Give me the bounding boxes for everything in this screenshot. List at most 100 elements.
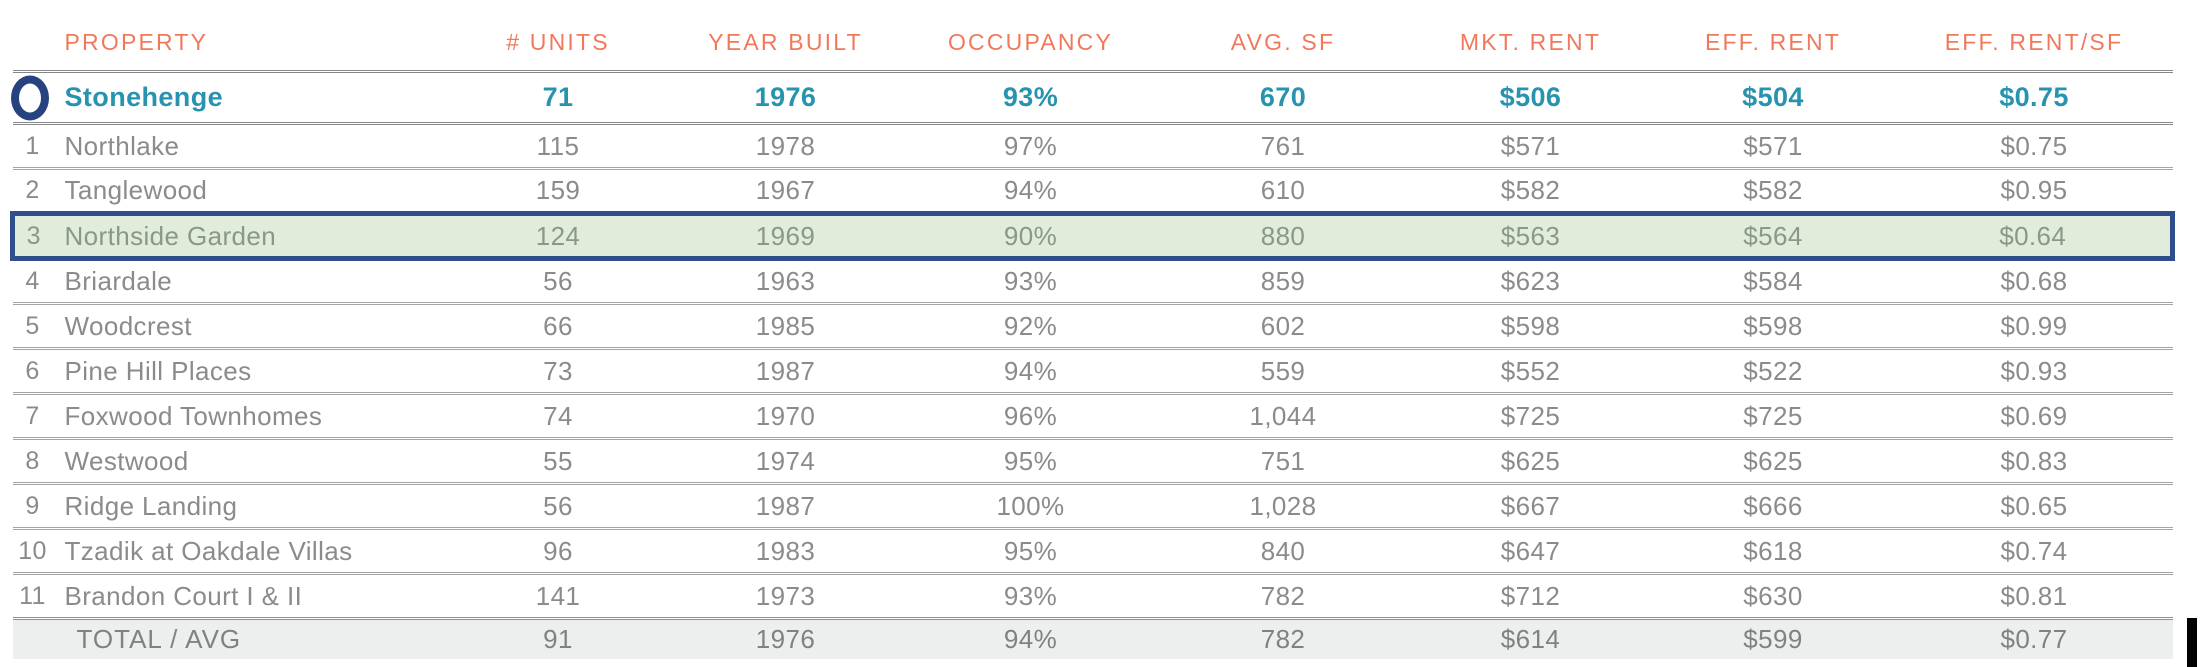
eff-rent-cell: $599 [1650, 618, 1896, 659]
eff-rent-sf-cell: $0.95 [2000, 175, 2068, 205]
table-row[interactable]: 2 Tanglewood 159 1967 94% 610 $582 $582 … [12, 168, 2173, 214]
table-row[interactable]: 1 Northlake 115 1978 97% 761 $571 $571 $… [12, 123, 2173, 169]
rank-cell [12, 618, 53, 659]
occupancy-cell: 94% [905, 618, 1156, 659]
occupancy-cell: 96% [1003, 400, 1058, 431]
property-cell: Westwood [64, 445, 189, 476]
header-mkt-rent: MKT. RENT [1459, 29, 1602, 55]
mkt-rent-cell: $667 [1500, 490, 1561, 521]
eff-rent-sf-cell: $0.75 [1999, 82, 2069, 112]
subject-marker-cell [10, 72, 53, 124]
mkt-rent-cell: $725 [1500, 400, 1561, 431]
occupancy-cell: 93% [1003, 580, 1058, 611]
eff-rent-cell: $504 [1742, 82, 1804, 112]
avg-sf-cell: 782 [1155, 618, 1411, 659]
eff-rent-cell: $522 [1743, 355, 1803, 386]
avg-sf-cell: 670 [1259, 82, 1307, 112]
units-cell: 141 [535, 580, 581, 611]
year-built-cell: 1967 [755, 175, 816, 205]
table-footer: TOTAL / AVG 91 1976 94% 782 $614 $599 $0… [12, 618, 2173, 659]
header-occupancy: OCCUPANCY [947, 29, 1114, 55]
table-row[interactable]: 10 Tzadik at Oakdale Villas 96 1983 95% … [12, 528, 2173, 574]
avg-sf-cell: 1,028 [1249, 490, 1317, 521]
text-cursor-artifact [2187, 618, 2197, 667]
rank-cell: 6 [25, 356, 40, 385]
avg-sf-cell: 761 [1260, 130, 1306, 161]
rank-cell: 1 [25, 131, 40, 160]
header-eff-rent: EFF. RENT [1704, 29, 1842, 55]
units-cell: 56 [543, 266, 573, 296]
table-row[interactable]: 7 Foxwood Townhomes 74 1970 96% 1,044 $7… [12, 393, 2173, 439]
mkt-rent-cell: $571 [1500, 130, 1561, 161]
table-row[interactable]: 8 Westwood 55 1974 95% 751 $625 $625 $0.… [12, 438, 2173, 484]
property-cell: Woodcrest [64, 310, 192, 341]
eff-rent-sf-cell: $0.75 [2000, 130, 2068, 161]
avg-sf-cell: 610 [1260, 175, 1306, 205]
mkt-rent-cell: $625 [1500, 445, 1561, 476]
year-built-cell: 1963 [755, 266, 816, 296]
eff-rent-sf-cell: $0.74 [2000, 535, 2068, 566]
occupancy-cell: 100% [996, 490, 1065, 521]
rank-cell: 8 [25, 446, 40, 475]
units-cell: 91 [450, 618, 666, 659]
mkt-rent-cell: $582 [1500, 175, 1561, 205]
property-cell: Tanglewood [64, 175, 208, 205]
table-row[interactable]: 4 Briardale 56 1963 93% 859 $623 $584 $0… [12, 258, 2173, 304]
eff-rent-cell: $582 [1743, 175, 1803, 205]
eff-rent-cell: $618 [1743, 535, 1803, 566]
avg-sf-cell: 751 [1260, 445, 1306, 476]
eff-rent-sf-cell: $0.99 [2000, 310, 2068, 341]
header-avg-sf: AVG. SF [1230, 29, 1336, 55]
total-row: TOTAL / AVG 91 1976 94% 782 $614 $599 $0… [12, 618, 2173, 659]
eff-rent-sf-cell: $0.83 [2000, 445, 2068, 476]
header-units: # UNITS [506, 29, 610, 55]
eff-rent-cell: $625 [1743, 445, 1803, 476]
table-row[interactable]: 9 Ridge Landing 56 1987 100% 1,028 $667 … [12, 483, 2173, 529]
mkt-rent-cell: $598 [1500, 310, 1561, 341]
header-year-built: YEAR BUILT [708, 29, 863, 55]
avg-sf-cell: 859 [1260, 266, 1306, 296]
occupancy-cell: 90% [905, 211, 1156, 261]
table-row[interactable]: 6 Pine Hill Places 73 1987 94% 559 $552 … [12, 348, 2173, 394]
eff-rent-sf-cell: $0.68 [2000, 266, 2068, 296]
avg-sf-cell: 840 [1260, 535, 1306, 566]
eff-rent-sf-cell: $0.81 [2000, 580, 2068, 611]
property-cell: Brandon Court I & II [64, 580, 303, 611]
table-row-highlighted[interactable]: 3 Northside Garden 124 1969 90% 880 $563… [10, 211, 2175, 261]
units-cell: 159 [535, 175, 581, 205]
header-rank [13, 0, 53, 72]
rank-cell: 11 [19, 581, 46, 610]
year-built-cell: 1973 [755, 580, 816, 611]
rank-cell: 5 [25, 311, 40, 340]
occupancy-cell: 94% [1003, 355, 1058, 386]
avg-sf-cell: 559 [1260, 355, 1306, 386]
rank-cell: 10 [18, 536, 47, 565]
units-cell: 73 [543, 355, 573, 386]
units-cell: 56 [543, 490, 573, 521]
units-cell: 71 [542, 82, 574, 112]
occupancy-cell: 92% [1003, 310, 1058, 341]
occupancy-cell: 97% [1003, 130, 1058, 161]
mkt-rent-cell: $552 [1500, 355, 1561, 386]
property-cell: Briardale [64, 266, 173, 296]
subject-row-stonehenge[interactable]: Stonehenge 71 1976 93% 670 $506 $504 $0.… [10, 72, 2173, 124]
rank-cell: 3 [10, 211, 53, 261]
eff-rent-cell: $598 [1743, 310, 1803, 341]
mkt-rent-cell: $506 [1499, 82, 1562, 112]
avg-sf-cell: 880 [1155, 211, 1411, 261]
property-cell: Ridge Landing [64, 490, 238, 521]
avg-sf-cell: 602 [1260, 310, 1306, 341]
table-body: Stonehenge 71 1976 93% 670 $506 $504 $0.… [10, 72, 2175, 619]
eff-rent-cell: $584 [1743, 266, 1803, 296]
eff-rent-cell: $666 [1743, 490, 1803, 521]
property-cell: Tzadik at Oakdale Villas [64, 535, 353, 566]
header-property: PROPERTY [64, 29, 209, 55]
rent-comps-table: PROPERTY # UNITS YEAR BUILT OCCUPANCY AV… [10, 0, 2175, 659]
eff-rent-sf-cell: $0.93 [2000, 355, 2068, 386]
year-built-cell: 1985 [755, 310, 816, 341]
units-cell: 55 [543, 445, 573, 476]
year-built-cell: 1976 [754, 82, 817, 112]
table-row[interactable]: 11 Brandon Court I & II 141 1973 93% 782… [12, 573, 2173, 619]
table-row[interactable]: 5 Woodcrest 66 1985 92% 602 $598 $598 $0… [12, 303, 2173, 349]
